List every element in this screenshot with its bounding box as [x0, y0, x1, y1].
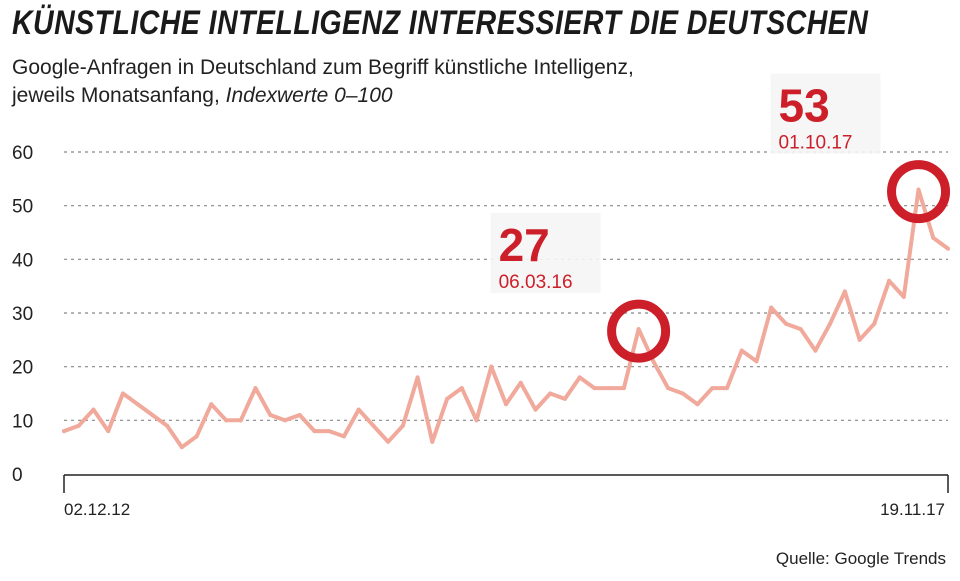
subtitle-line-2-text: jeweils Monatsanfang, [12, 84, 226, 107]
highlight-circle [887, 160, 951, 224]
data-point [607, 386, 612, 391]
data-point [739, 348, 744, 353]
data-point [887, 278, 892, 283]
data-point [283, 418, 287, 423]
data-point [268, 412, 273, 417]
data-point [120, 391, 125, 396]
y-tick-label: 60 [12, 143, 33, 164]
data-point [224, 418, 229, 423]
data-point [238, 418, 243, 423]
data-point [135, 402, 140, 407]
data-point [946, 246, 950, 251]
data-point [695, 402, 700, 407]
x-tick-label: 02.12.12 [64, 500, 130, 519]
data-point [931, 235, 936, 240]
y-tick-label: 50 [12, 197, 33, 218]
data-point [577, 375, 582, 380]
y-tick-label: 0 [12, 465, 23, 486]
data-point [548, 391, 553, 396]
data-point [518, 380, 523, 385]
x-tick-label: 19.11.17 [880, 500, 945, 519]
subtitle-line-1: Google-Anfragen in Deutschland zum Begri… [12, 56, 634, 79]
y-tick-labels: 0 10 20 30 40 50 60 [12, 143, 33, 486]
data-point [651, 359, 656, 364]
annotation-value: 53 [779, 80, 830, 132]
chart-subtitle: Google-Anfragen in Deutschland zum Begri… [12, 54, 634, 110]
data-point [253, 386, 258, 391]
data-point [415, 375, 420, 380]
data-point [165, 423, 170, 428]
subtitle-line-2: jeweils Monatsanfang, Indexwerte 0–100 [12, 82, 634, 110]
data-point [150, 412, 155, 417]
data-point [76, 423, 81, 428]
annotation-label-bg [490, 213, 601, 294]
data-point [341, 434, 346, 439]
data-point [872, 321, 877, 326]
data-points [62, 187, 950, 450]
data-point [813, 348, 818, 353]
data-point [828, 321, 833, 326]
subtitle-unit: Indexwerte 0–100 [225, 84, 393, 107]
annotation-date: 06.03.16 [499, 272, 573, 293]
y-tick-label: 20 [12, 358, 33, 379]
data-point [636, 327, 641, 332]
highlight-circle [607, 299, 671, 363]
data-point [474, 418, 479, 423]
data-point [356, 407, 361, 412]
data-point [842, 289, 847, 294]
annotation-value: 27 [499, 219, 550, 271]
data-point [710, 386, 715, 391]
y-tick-label: 40 [12, 250, 33, 271]
annotation-backgrounds [490, 73, 881, 294]
y-tick-label: 30 [12, 304, 33, 325]
data-point [194, 434, 199, 439]
data-point [445, 396, 450, 401]
data-point [209, 402, 214, 407]
data-point [783, 321, 788, 326]
data-point [798, 327, 803, 332]
x-tick-labels: 02.12.12 19.11.17 [63, 475, 949, 519]
data-point [459, 386, 464, 391]
data-point [400, 423, 405, 428]
chart-title: KÜNSTLICHE INTELLIGENZ INTERESSIERT DIE … [12, 4, 869, 42]
data-point [504, 402, 508, 407]
data-point [327, 429, 332, 434]
data-point [592, 386, 597, 391]
data-point [562, 396, 567, 401]
data-point [901, 294, 906, 299]
data-point [430, 439, 435, 444]
data-point [179, 445, 184, 450]
data-point [666, 386, 671, 391]
data-point [621, 386, 626, 391]
data-point [754, 359, 759, 364]
data-point [297, 412, 302, 417]
data-point [533, 407, 538, 412]
data-point [91, 407, 96, 412]
data-point [489, 364, 494, 369]
data-point [106, 429, 111, 434]
y-tick-label: 10 [12, 411, 33, 432]
source-note: Quelle: Google Trends [775, 549, 946, 568]
annotation-date: 01.10.17 [779, 133, 853, 154]
data-point [916, 187, 921, 192]
data-point [769, 305, 774, 310]
data-point [62, 429, 66, 434]
data-point [386, 439, 391, 444]
data-point [680, 391, 685, 396]
data-point [312, 429, 317, 434]
annotation-label-bg [770, 73, 881, 154]
data-point [725, 386, 729, 391]
data-point [857, 337, 862, 342]
data-point [371, 423, 376, 428]
